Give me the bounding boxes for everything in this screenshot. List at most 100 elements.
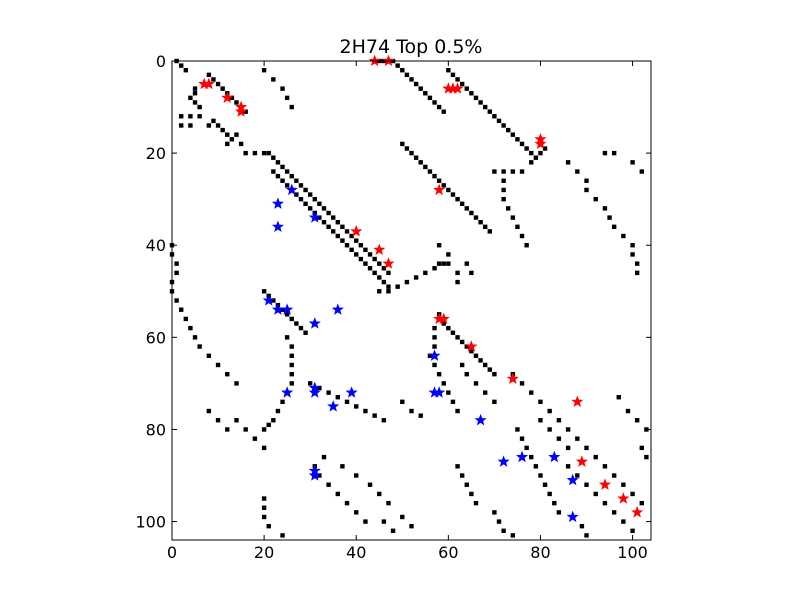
contact-square-point	[225, 371, 230, 377]
contact-square-point	[266, 422, 271, 428]
red-star-point	[198, 77, 211, 90]
contact-square-point	[446, 390, 451, 395]
contact-square-point	[284, 312, 290, 317]
blue-star-point	[566, 473, 579, 486]
contact-square-point	[234, 381, 239, 386]
contact-square-point	[381, 279, 387, 285]
contact-square-point	[455, 335, 460, 340]
contact-square-point	[275, 173, 281, 179]
contact-square-point	[386, 500, 391, 506]
contact-square-point	[358, 243, 364, 248]
y-tick-label: 100	[135, 513, 166, 532]
contact-square-point	[556, 510, 562, 515]
contact-square-point	[243, 150, 248, 156]
contact-square-point	[621, 233, 626, 239]
contact-square-point	[469, 270, 474, 276]
blue-star-point	[548, 450, 561, 463]
contact-square-point	[409, 150, 414, 156]
x-tick-label: 60	[438, 543, 458, 562]
blue-star-point	[433, 386, 446, 398]
contact-square-point	[363, 519, 368, 524]
red-star-point	[382, 257, 395, 269]
red-star-point	[235, 105, 248, 117]
contact-square-point	[335, 233, 341, 239]
contact-square-point	[510, 169, 516, 174]
red-star-point	[451, 82, 464, 94]
contact-square-point	[225, 141, 230, 147]
contact-square-point	[464, 261, 469, 266]
contact-square-point	[538, 150, 543, 156]
contact-square-point	[335, 491, 341, 497]
contact-square-point	[220, 86, 225, 91]
contact-square-point	[321, 454, 327, 460]
contact-square-point	[506, 206, 511, 211]
contact-square-point	[450, 72, 456, 78]
contact-square-point	[556, 418, 562, 423]
contact-square-point	[455, 279, 460, 285]
contact-square-point	[386, 270, 391, 276]
contact-square-point	[446, 187, 451, 193]
contact-square-point	[340, 464, 345, 469]
red-star-point	[617, 492, 630, 504]
contact-square-point	[331, 229, 336, 234]
contact-square-point	[307, 381, 313, 386]
contact-square-point	[459, 201, 465, 206]
contact-square-point	[450, 399, 456, 405]
contact-square-point	[538, 399, 543, 405]
contact-square-point	[174, 261, 179, 266]
contact-square-point	[455, 77, 460, 82]
contact-square-point	[432, 362, 437, 368]
contact-square-point	[473, 500, 479, 506]
contact-square-point	[575, 169, 580, 174]
contact-square-point	[519, 169, 525, 174]
contact-square-point	[436, 104, 442, 110]
blue-star-point	[345, 386, 358, 398]
blue-star-point	[497, 455, 510, 467]
contact-square-point	[298, 196, 304, 202]
contact-square-point	[501, 187, 506, 193]
contact-square-point	[496, 519, 502, 524]
x-tick-label: 100	[617, 543, 648, 562]
contact-square-point	[261, 445, 267, 451]
red-star-point	[368, 54, 381, 67]
contact-square-point	[501, 123, 506, 128]
contact-square-point	[602, 206, 608, 211]
contact-square-point	[400, 141, 405, 147]
contact-square-point	[206, 123, 212, 128]
contact-square-point	[289, 381, 294, 386]
contact-square-point	[630, 491, 635, 497]
red-star-point	[598, 478, 611, 490]
contact-square-point	[487, 109, 492, 114]
contact-square-point	[524, 243, 529, 248]
contact-square-point	[492, 169, 497, 174]
contact-square-point	[473, 95, 479, 101]
contact-square-point	[335, 220, 341, 225]
contact-square-point	[450, 330, 456, 335]
contact-square-point	[565, 160, 571, 165]
contact-square-point	[271, 169, 276, 174]
contact-square-point	[602, 464, 608, 469]
red-star-point	[221, 91, 234, 103]
contact-square-point	[432, 335, 437, 340]
contact-square-point	[326, 224, 331, 230]
contact-square-point	[404, 146, 410, 151]
blue-star-point	[271, 220, 284, 232]
contact-square-point	[455, 196, 460, 202]
contact-square-point	[455, 464, 460, 469]
contact-square-point	[565, 464, 571, 469]
contact-square-point	[611, 224, 617, 230]
contact-square-point	[639, 500, 644, 506]
contact-square-point	[482, 104, 488, 110]
contact-square-point	[492, 510, 497, 515]
contact-square-point	[395, 63, 400, 68]
contact-square-point	[363, 247, 368, 253]
contact-square-point	[469, 491, 474, 497]
x-tick-label: 0	[167, 543, 177, 562]
blue-star-point	[308, 386, 321, 398]
contact-square-point	[423, 270, 428, 276]
contact-square-point	[469, 91, 474, 96]
contact-square-point	[432, 266, 437, 271]
contact-square-point	[436, 243, 442, 248]
y-tick-label: 60	[146, 328, 166, 347]
chart-title: 2H74 Top 0.5%	[340, 36, 483, 58]
